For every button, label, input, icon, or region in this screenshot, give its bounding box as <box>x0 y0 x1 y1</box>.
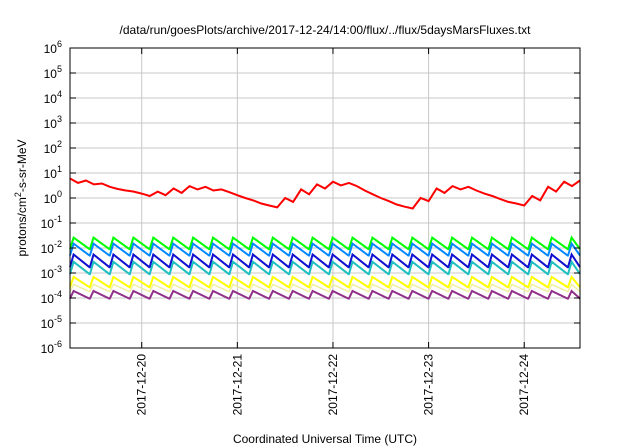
x-tick-label: 2017-12-24 <box>517 354 531 416</box>
x-tick-label: 2017-12-23 <box>422 354 436 416</box>
series-line-0 <box>69 177 581 210</box>
y-tick-label: 10-2 <box>41 239 62 256</box>
y-tick-label: 10-1 <box>41 214 62 231</box>
y-tick-label: 10-4 <box>41 289 62 306</box>
x-tick-label: 2017-12-21 <box>230 354 244 416</box>
y-tick-label: 103 <box>44 114 62 131</box>
y-tick-labels: 10-6 10-5 10-4 10-3 10-2 10-1 100 101 102 103 104 1… <box>41 39 62 356</box>
series-line-5 <box>69 274 581 289</box>
x-tick-label: 2017-12-20 <box>135 354 149 416</box>
grid-lines <box>70 48 580 348</box>
y-tick-label: 100 <box>44 189 62 206</box>
x-tick-label: 2017-12-22 <box>326 354 340 416</box>
y-axis-label: protons/cm2-s-sr-MeV <box>13 139 29 256</box>
series-line-6 <box>69 283 581 293</box>
series-line-7 <box>69 289 581 300</box>
series-line-4 <box>69 259 581 276</box>
axis-ticks <box>70 47 580 349</box>
data-series <box>69 177 581 300</box>
y-tick-label: 102 <box>44 139 62 156</box>
chart-title: /data/run/goesPlots/archive/2017-12-24/1… <box>120 23 532 37</box>
series-line-2 <box>69 241 581 257</box>
y-tick-label: 106 <box>44 39 62 56</box>
y-tick-label: 101 <box>44 164 62 181</box>
series-line-1 <box>69 235 581 251</box>
y-tick-label: 10-3 <box>41 264 62 281</box>
y-tick-label: 10-6 <box>41 339 62 356</box>
y-tick-label: 105 <box>44 64 62 81</box>
series-line-3 <box>69 252 581 269</box>
x-axis-label: Coordinated Universal Time (UTC) <box>233 432 417 446</box>
x-tick-labels: 2017-12-20 2017-12-21 2017-12-22 2017-12-23… <box>135 354 532 416</box>
y-tick-label: 104 <box>44 89 62 106</box>
y-tick-label: 10-5 <box>41 314 62 331</box>
